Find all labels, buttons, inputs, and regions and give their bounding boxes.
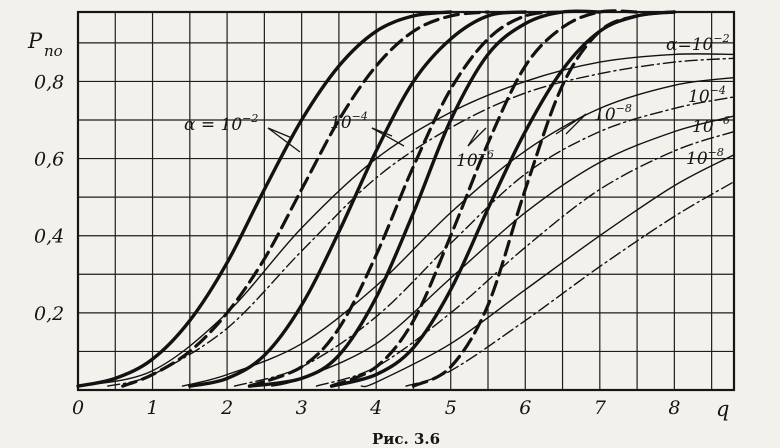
series-line-16: [405, 181, 735, 387]
series-line-12: [233, 96, 735, 387]
annotation-base: α = 10: [184, 115, 242, 135]
series-line-1: [76, 10, 453, 388]
annotation-exponent: −6: [714, 114, 730, 127]
leader-line: [371, 127, 405, 147]
x-tick-labels: 0 1 2 3 4 5 6 7 8: [72, 397, 680, 419]
annotation-exponent: −8: [616, 102, 632, 115]
series-line-9: [77, 53, 735, 387]
series-line-8: [411, 10, 676, 388]
x-tick-label: 7: [594, 397, 607, 419]
x-tick-label: 6: [519, 397, 531, 419]
x-tick-label: 1: [147, 397, 159, 419]
annotation-alpha-1e-2-right: α=10−2: [666, 32, 730, 55]
x-tick-label: 5: [445, 397, 457, 419]
leader-line: [267, 127, 301, 153]
leader-line: [267, 127, 293, 139]
svg-text:α=10−2: α=10−2: [666, 32, 730, 55]
x-tick-label: 8: [668, 397, 680, 419]
series-line-10: [107, 57, 735, 387]
x-tick-label: 0: [72, 397, 84, 419]
series-line-4: [247, 10, 565, 388]
annotation-1e-8-right: 10−8: [686, 146, 724, 169]
y-tick-labels: 0,2 0,4 0,6 0,8: [34, 71, 64, 324]
leader-line: [467, 127, 487, 147]
svg-text:10−8: 10−8: [686, 146, 724, 169]
vertical-grid: [114, 12, 713, 390]
annotation-1e-8-left: 10−8: [594, 102, 632, 125]
annotation-exponent: −6: [478, 148, 494, 161]
leader-line: [555, 113, 587, 135]
annotation-exponent: −2: [713, 32, 729, 45]
series-line-5: [247, 9, 602, 388]
annotation-exponent: −4: [352, 110, 368, 123]
annotation-base: 10: [688, 87, 710, 107]
annotation-exponent: −8: [708, 146, 724, 159]
annotation-base: 10: [456, 151, 478, 171]
y-tick-label: 0,4: [34, 226, 64, 248]
annotation-1e-6-right: 10−6: [692, 114, 730, 137]
svg-text:10−4: 10−4: [330, 110, 368, 133]
y-axis-label-main: P: [27, 29, 43, 53]
x-tick-label: 4: [369, 397, 382, 419]
x-axis-label: q: [716, 397, 729, 421]
y-tick-label: 0,6: [34, 149, 64, 171]
annotation-alpha-1e-2-left: α = 10−2: [184, 112, 258, 135]
series-line-13: [271, 115, 735, 387]
x-tick-label: 3: [296, 397, 308, 419]
svg-text:10−8: 10−8: [594, 102, 632, 125]
annotation-1e-4-right: 10−4: [688, 84, 726, 107]
leader-line: [371, 127, 393, 137]
annotation-1e-6-left: 10−6: [456, 148, 494, 171]
svg-text:10−6: 10−6: [692, 114, 730, 137]
annotation-leaders: [267, 113, 587, 153]
figure-caption: Рис. 3.6: [372, 430, 440, 448]
series-line-2: [121, 10, 490, 388]
svg-text:10−6: 10−6: [456, 148, 494, 171]
series-line-11: [181, 76, 735, 387]
y-axis-label: P по: [27, 29, 63, 60]
annotation-exponent: −2: [242, 112, 258, 125]
annotation-1e-4-left: 10−4: [330, 110, 368, 133]
y-tick-label: 0,8: [34, 71, 64, 93]
series-line-6: [329, 9, 639, 388]
y-axis-label-sub: по: [44, 42, 63, 60]
y-tick-label: 0,2: [34, 303, 64, 325]
annotation-base: 10: [594, 105, 616, 125]
leader-line: [565, 113, 587, 135]
horizontal-grid: [78, 42, 734, 353]
svg-text:10−4: 10−4: [688, 84, 726, 107]
annotation-base: 10: [692, 117, 714, 137]
x-tick-label: 2: [220, 397, 233, 419]
annotation-base: 10: [330, 113, 352, 133]
series-layer: [76, 9, 735, 388]
series-line-15: [360, 154, 735, 388]
leader-line: [467, 129, 479, 147]
series-line-7: [329, 10, 677, 388]
annotation-base: α=10: [666, 35, 714, 55]
annotation-base: 10: [686, 149, 708, 169]
plot-frame: [76, 10, 736, 392]
svg-text:α = 10−2: α = 10−2: [184, 112, 258, 135]
annotation-exponent: −4: [710, 84, 726, 97]
series-line-14: [315, 130, 735, 387]
